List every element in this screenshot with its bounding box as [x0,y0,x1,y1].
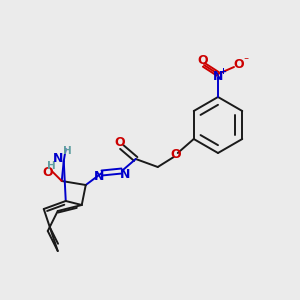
Text: N: N [52,152,63,166]
Text: O: O [198,55,208,68]
Text: O: O [170,148,181,160]
Text: ⁻: ⁻ [243,56,249,66]
Text: N: N [213,70,223,83]
Text: O: O [234,58,244,70]
Text: H: H [47,161,56,171]
Text: N: N [120,167,130,181]
Text: O: O [42,167,53,179]
Text: N: N [94,169,104,182]
Text: O: O [114,136,125,148]
Text: +: + [220,68,226,76]
Text: H: H [63,146,72,156]
